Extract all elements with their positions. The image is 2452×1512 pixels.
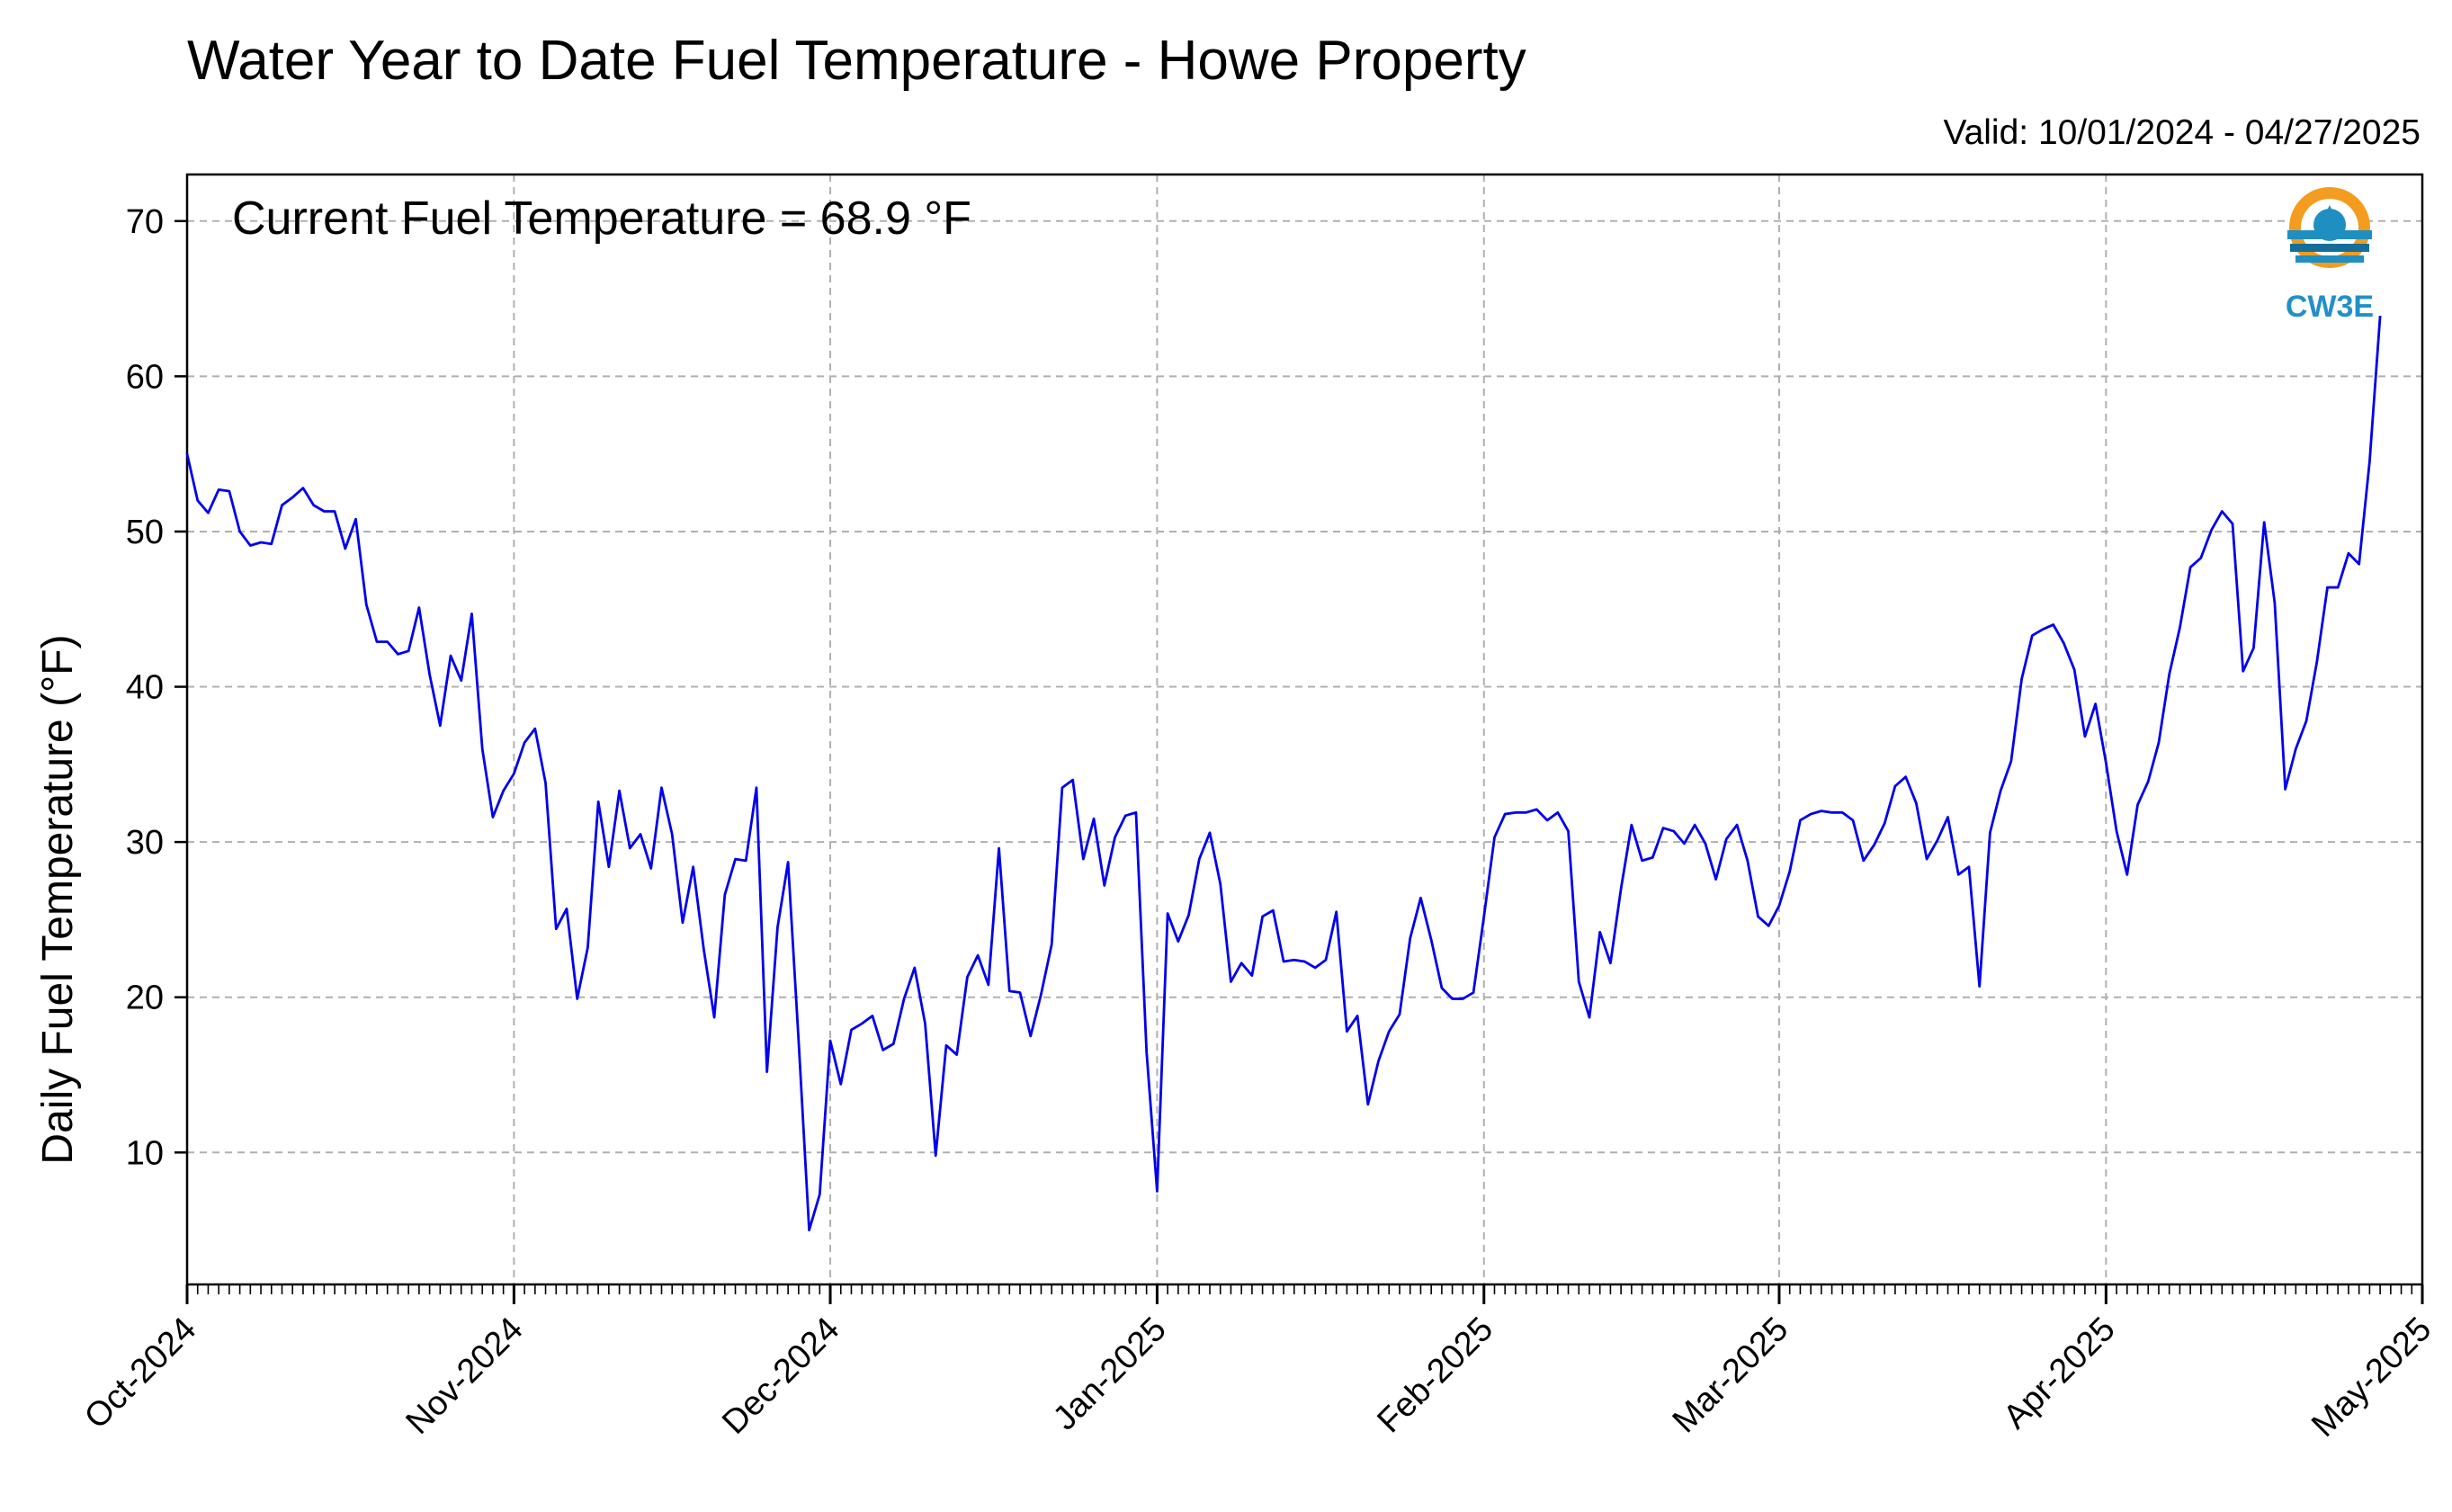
series-layer — [185, 315, 2382, 1231]
logo-water-drop-icon — [2313, 209, 2346, 241]
y-tick-label: 10 — [126, 1134, 164, 1172]
logo-text: CW3E — [2286, 290, 2374, 324]
y-tick-label: 20 — [126, 980, 164, 1017]
axes — [175, 173, 2424, 1304]
logo-wave-2 — [2290, 244, 2369, 252]
y-axis-label: Daily Fuel Temperature (°F) — [34, 634, 82, 1164]
fuel-temperature-series-line — [185, 315, 2382, 1231]
y-tick-label: 50 — [126, 514, 164, 551]
y-tick-label: 30 — [126, 824, 164, 862]
logo-drop-tip — [2321, 205, 2339, 223]
logo-wave-3 — [2295, 255, 2364, 263]
y-tick-label: 70 — [126, 203, 164, 241]
valid-date-range: Valid: 10/01/2024 - 04/27/2025 — [1943, 113, 2421, 152]
chart-title: Water Year to Date Fuel Temperature - Ho… — [187, 30, 1526, 92]
grid-lines — [187, 174, 2422, 1284]
y-tick-label: 60 — [126, 358, 164, 396]
cw3e-logo: CW3E — [2286, 187, 2374, 324]
y-tick-label: 40 — [126, 669, 164, 707]
plot-frame — [185, 173, 2424, 1286]
current-temperature-annotation: Current Fuel Temperature = 68.9 °F — [232, 192, 971, 245]
